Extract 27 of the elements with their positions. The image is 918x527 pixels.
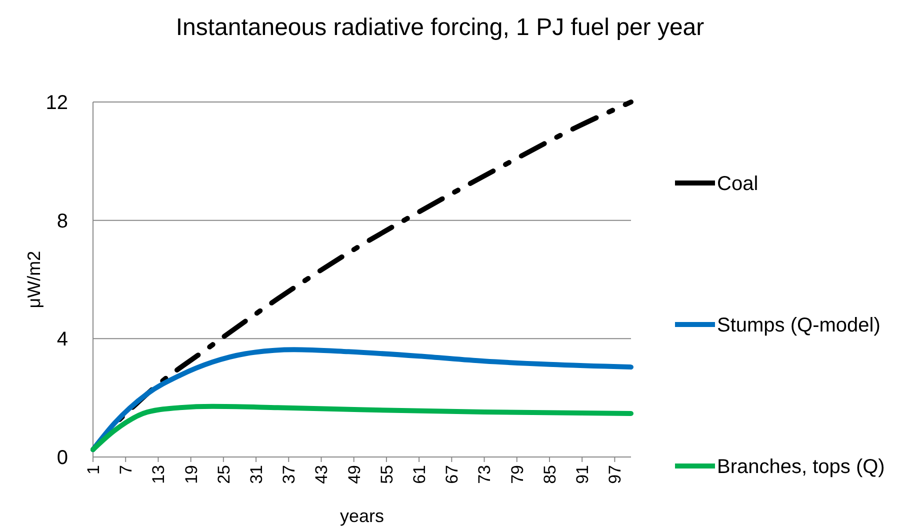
- y-tick-label: 12: [46, 92, 68, 114]
- x-tick-label: 19: [182, 465, 201, 484]
- x-tick-label: 79: [508, 465, 527, 484]
- x-tick-label: 85: [540, 465, 560, 484]
- legend-label: Coal: [717, 173, 758, 195]
- x-tick-label: 73: [475, 465, 494, 484]
- x-tick-label: 31: [246, 465, 266, 484]
- y-axis-title: μW/m2: [24, 250, 44, 308]
- x-tick-label: 13: [149, 465, 168, 484]
- y-tick-label: 0: [56, 447, 68, 469]
- chart-title: Instantaneous radiative forcing, 1 PJ fuel per year: [176, 14, 704, 41]
- x-tick-label: 67: [442, 465, 462, 484]
- x-tick-label: 37: [280, 465, 299, 484]
- x-tick-label: 91: [573, 465, 592, 484]
- x-tick-label: 49: [344, 465, 364, 484]
- x-tick-label: 55: [377, 465, 396, 484]
- y-tick-label: 8: [56, 210, 68, 232]
- legend-label: Branches, tops (Q): [717, 456, 885, 478]
- legend-label: Stumps (Q-model): [717, 314, 880, 336]
- x-tick-label: 43: [312, 465, 332, 484]
- x-axis-title: years: [340, 506, 384, 526]
- y-tick-label: 4: [56, 328, 68, 351]
- x-tick-label: 97: [606, 465, 625, 484]
- x-tick-label: 25: [214, 465, 234, 484]
- x-tick-label: 61: [410, 465, 430, 484]
- x-tick-label: 7: [116, 465, 136, 474]
- x-tick-label: 1: [84, 465, 103, 474]
